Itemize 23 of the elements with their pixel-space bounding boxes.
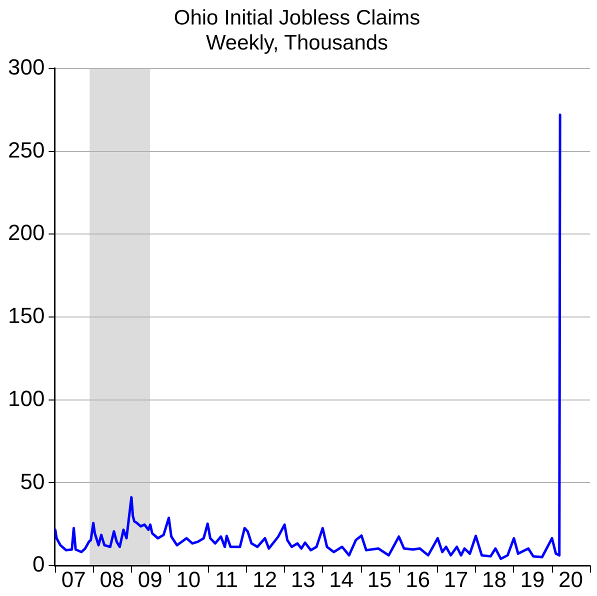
y-tick-label: 300 (8, 54, 45, 80)
x-tick-label: 09 (138, 566, 162, 592)
x-tick-label: 11 (215, 566, 238, 592)
x-tick-label: 13 (290, 566, 316, 592)
x-tick-label: 20 (558, 566, 583, 592)
chart-title: Ohio Initial Jobless Claims (174, 6, 420, 30)
x-tick-label: 08 (100, 566, 124, 592)
x-tick-label: 14 (329, 566, 354, 592)
y-tick-label: 0 (32, 552, 45, 577)
x-tick-label: 19 (520, 566, 545, 592)
x-tick-label: 16 (406, 566, 430, 592)
x-tick-label: 18 (482, 566, 506, 592)
y-tick-label: 200 (8, 220, 45, 246)
x-tick-label: 10 (176, 566, 201, 592)
y-tick-label: 150 (8, 303, 45, 328)
x-tick-label: 17 (444, 566, 468, 592)
y-tick-label: 250 (8, 137, 45, 162)
x-tick-label: 07 (61, 566, 86, 592)
x-tick-label: 12 (252, 566, 278, 592)
chart-subtitle: Weekly, Thousands (206, 32, 388, 55)
y-tick-label: 50 (20, 468, 45, 494)
y-tick-label: 100 (8, 386, 45, 411)
x-tick-label: 15 (367, 566, 392, 592)
